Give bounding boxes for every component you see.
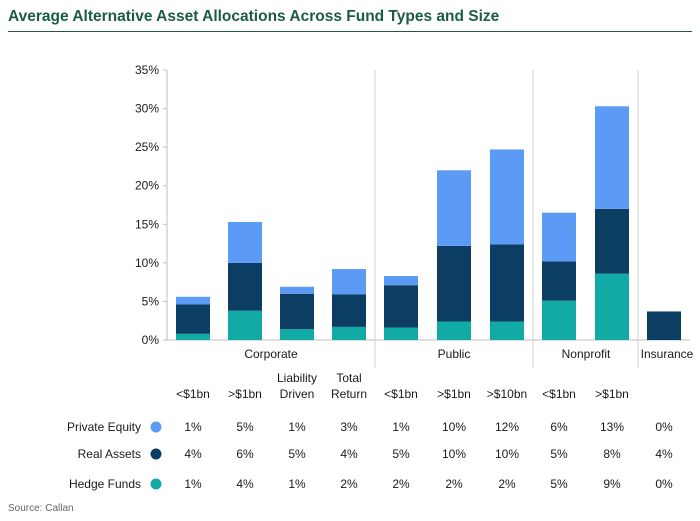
- data-label: 5%: [288, 447, 306, 461]
- bar-hedge-funds: [228, 310, 262, 340]
- bar-private-equity: [542, 212, 576, 262]
- data-label: 0%: [655, 420, 673, 434]
- data-label: 9%: [603, 477, 621, 491]
- data-label: 12%: [495, 420, 519, 434]
- bar-private-equity: [228, 221, 262, 263]
- y-tick-label: 25%: [135, 140, 159, 154]
- data-label: 8%: [603, 447, 621, 461]
- bar-private-equity: [437, 170, 471, 246]
- y-tick-label: 35%: [135, 63, 159, 77]
- bar-hedge-funds: [384, 327, 418, 340]
- bar-real-assets: [280, 293, 314, 330]
- source-note: Source: Callan: [8, 503, 74, 514]
- data-label: 5%: [550, 447, 568, 461]
- data-label: 10%: [495, 447, 519, 461]
- bar-hedge-funds: [280, 329, 314, 340]
- group-label: Insurance: [641, 347, 694, 361]
- legend-label: Private Equity: [67, 420, 141, 434]
- group-label: Public: [438, 347, 471, 361]
- category-label: >$10bn: [487, 387, 527, 401]
- title-underline: [8, 31, 692, 32]
- y-tick-label: 10%: [135, 256, 159, 270]
- bar-private-equity: [280, 286, 314, 294]
- bar-hedge-funds: [595, 273, 629, 340]
- data-label: 4%: [184, 447, 202, 461]
- y-tick-label: 5%: [142, 294, 160, 308]
- category-label: >$1bn: [595, 387, 629, 401]
- bar-real-assets: [437, 245, 471, 322]
- data-label: 4%: [236, 477, 254, 491]
- bar-real-assets: [542, 261, 576, 301]
- bar-hedge-funds: [437, 321, 471, 340]
- data-label: 2%: [498, 477, 516, 491]
- bar-hedge-funds: [176, 333, 210, 340]
- category-label: Total: [336, 371, 361, 385]
- data-label: 4%: [340, 447, 358, 461]
- category-label: >$1bn: [228, 387, 262, 401]
- bar-private-equity: [332, 269, 366, 295]
- bar-hedge-funds: [332, 326, 366, 340]
- category-label: Liability: [277, 371, 317, 385]
- bar-private-equity: [595, 106, 629, 209]
- legend-label: Hedge Funds: [69, 477, 141, 491]
- data-label: 6%: [550, 420, 568, 434]
- y-tick-label: 30%: [135, 102, 159, 116]
- data-label: 3%: [340, 420, 358, 434]
- data-label: 1%: [184, 477, 202, 491]
- category-label: >$1bn: [437, 387, 471, 401]
- bar-private-equity: [490, 149, 524, 245]
- data-label: 6%: [236, 447, 254, 461]
- legend-marker: [150, 448, 162, 460]
- data-label: 1%: [184, 420, 202, 434]
- y-tick-label: 15%: [135, 217, 159, 231]
- data-label: 1%: [288, 477, 306, 491]
- category-label: Return: [331, 387, 367, 401]
- bar-private-equity: [176, 296, 210, 305]
- chart-title: Average Alternative Asset Allocations Ac…: [8, 8, 500, 25]
- data-label: 4%: [655, 447, 673, 461]
- data-label: 1%: [392, 420, 410, 434]
- legend-marker: [150, 478, 162, 490]
- data-label: 10%: [442, 447, 466, 461]
- legend-label: Real Assets: [78, 447, 141, 461]
- stacked-bar-chart: 0% 5% 10% 15% 20% 25% 30% 35% Corporate Public Non…: [67, 63, 694, 491]
- category-label: <$1bn: [176, 387, 210, 401]
- data-label: 0%: [655, 477, 673, 491]
- bar-real-assets: [490, 244, 524, 322]
- data-label: 5%: [392, 447, 410, 461]
- category-label: Driven: [280, 387, 315, 401]
- bar-real-assets: [595, 208, 629, 274]
- data-label: 10%: [442, 420, 466, 434]
- data-label: 5%: [236, 420, 254, 434]
- data-label: 5%: [550, 477, 568, 491]
- group-label: Corporate: [244, 347, 298, 361]
- data-label: 2%: [445, 477, 463, 491]
- bar-real-assets: [384, 285, 418, 328]
- bar-hedge-funds: [542, 300, 576, 340]
- bar-real-assets: [332, 294, 366, 327]
- data-label: 13%: [600, 420, 624, 434]
- bar-real-assets: [176, 304, 210, 334]
- bar-private-equity: [384, 275, 418, 286]
- bar-real-assets: [647, 311, 681, 340]
- category-label: <$1bn: [384, 387, 418, 401]
- data-label: 2%: [392, 477, 410, 491]
- y-tick-label: 0%: [142, 333, 160, 347]
- bar-real-assets: [228, 262, 262, 311]
- group-label: Nonprofit: [562, 347, 611, 361]
- category-label: <$1bn: [542, 387, 576, 401]
- bar-hedge-funds: [490, 321, 524, 340]
- data-label: 2%: [340, 477, 358, 491]
- legend-marker: [150, 421, 162, 433]
- data-label: 1%: [288, 420, 306, 434]
- y-tick-label: 20%: [135, 179, 159, 193]
